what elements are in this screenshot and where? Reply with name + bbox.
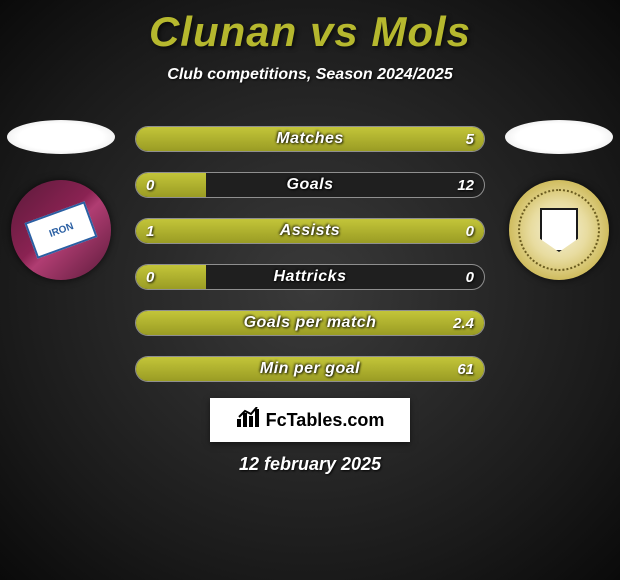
player-left-column <box>6 120 116 280</box>
stat-bar: 10Assists <box>135 218 485 244</box>
subtitle: Club competitions, Season 2024/2025 <box>0 66 620 84</box>
stat-label: Assists <box>136 219 484 243</box>
club-badge-right <box>509 180 609 280</box>
stat-label: Min per goal <box>136 357 484 381</box>
stat-bar: 5Matches <box>135 126 485 152</box>
player-right-column <box>504 120 614 280</box>
stat-bar: 00Hattricks <box>135 264 485 290</box>
date-label: 12 february 2025 <box>0 454 620 475</box>
club-badge-left <box>11 180 111 280</box>
avatar-placeholder-left <box>7 120 115 154</box>
brand-text: FcTables.com <box>266 410 385 431</box>
stat-label: Hattricks <box>136 265 484 289</box>
comparison-card: Clunan vs Mols Club competitions, Season… <box>0 0 620 580</box>
stat-bar: 61Min per goal <box>135 356 485 382</box>
brand-chart-icon <box>236 407 260 433</box>
avatar-placeholder-right <box>505 120 613 154</box>
stat-bar: 2.4Goals per match <box>135 310 485 336</box>
brand-badge: FcTables.com <box>210 398 410 442</box>
stat-bar: 012Goals <box>135 172 485 198</box>
stat-label: Matches <box>136 127 484 151</box>
stat-label: Goals <box>136 173 484 197</box>
stat-label: Goals per match <box>136 311 484 335</box>
page-title: Clunan vs Mols <box>0 0 620 56</box>
stat-bars-container: 5Matches 012Goals 10Assists 00Hattricks 2.4G… <box>135 126 485 402</box>
